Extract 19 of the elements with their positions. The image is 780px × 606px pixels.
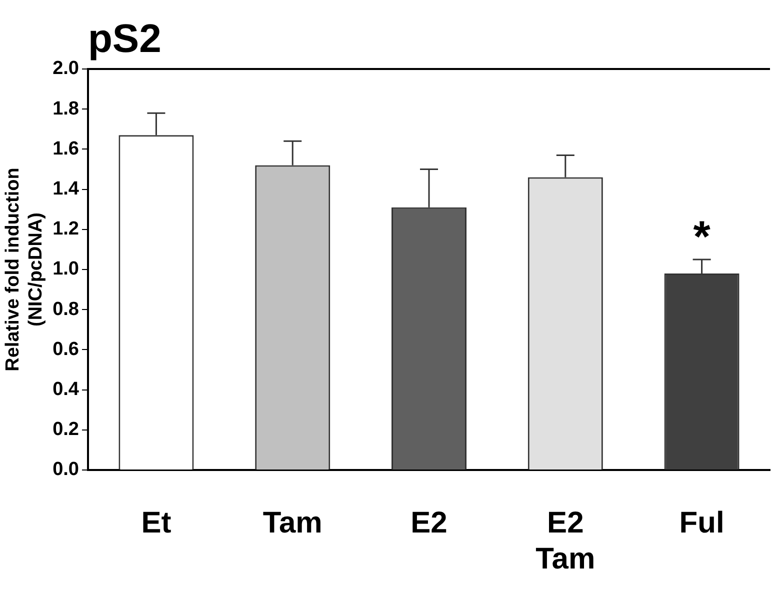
y-tick-label: 0.6	[52, 338, 80, 360]
y-axis-title: Relative fold induction (NIC/pcDNA)	[2, 168, 46, 372]
y-tick-label: 1.8	[52, 98, 80, 120]
y-tick-label: 1.4	[52, 178, 80, 200]
y-tick-label: 1.6	[52, 138, 80, 160]
y-tick-label: 0.4	[52, 379, 80, 400]
y-tick-label: 1.2	[52, 218, 80, 240]
y-tick-label: 0.0	[52, 459, 80, 480]
y-tick-label: 1.0	[52, 258, 80, 280]
y-tick-label: 2.0	[52, 58, 80, 80]
y-tick-label: 0.2	[52, 419, 80, 440]
chart-title: pS2	[88, 17, 162, 61]
x-tick-label: Tam	[262, 506, 322, 540]
x-tick-label: E2 Tam	[536, 506, 596, 576]
y-tick-label: 0.8	[52, 298, 80, 320]
x-tick-label: Ful	[679, 506, 724, 540]
x-tick-label: E2	[410, 506, 448, 540]
x-tick-label: Et	[141, 506, 172, 540]
annotation: *	[693, 212, 712, 262]
